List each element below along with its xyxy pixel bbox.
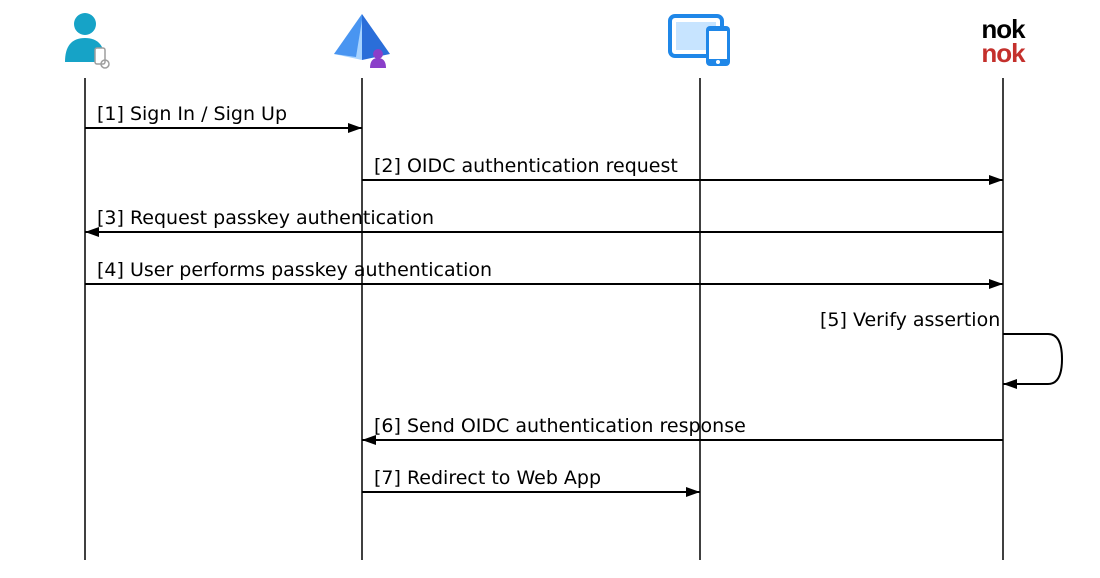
participant-noknok-logo: noknok <box>981 14 1026 68</box>
participant-ad-icon <box>334 14 390 68</box>
participant-device-icon <box>670 16 730 66</box>
message-7-label: [7] Redirect to Web App <box>374 467 601 489</box>
message-7: [7] Redirect to Web App <box>362 467 700 497</box>
sequence-diagram: noknok [1] Sign In / Sign Up [2] OIDC auth… <box>0 0 1100 578</box>
message-5: [5] Verify assertion <box>820 309 1062 389</box>
logo-line-2: nok <box>981 38 1026 68</box>
message-1-label: [1] Sign In / Sign Up <box>97 103 287 125</box>
message-2: [2] OIDC authentication request <box>362 155 1003 185</box>
message-1: [1] Sign In / Sign Up <box>85 103 362 133</box>
message-3: [3] Request passkey authentication <box>85 207 1003 237</box>
participant-user-icon <box>65 13 109 68</box>
message-5-label: [5] Verify assertion <box>820 309 1000 331</box>
message-6-label: [6] Send OIDC authentication response <box>374 415 746 437</box>
message-3-label: [3] Request passkey authentication <box>97 207 434 229</box>
message-2-label: [2] OIDC authentication request <box>374 155 678 177</box>
message-4: [4] User performs passkey authentication <box>85 259 1003 289</box>
message-6: [6] Send OIDC authentication response <box>362 415 1003 445</box>
message-4-label: [4] User performs passkey authentication <box>97 259 492 281</box>
